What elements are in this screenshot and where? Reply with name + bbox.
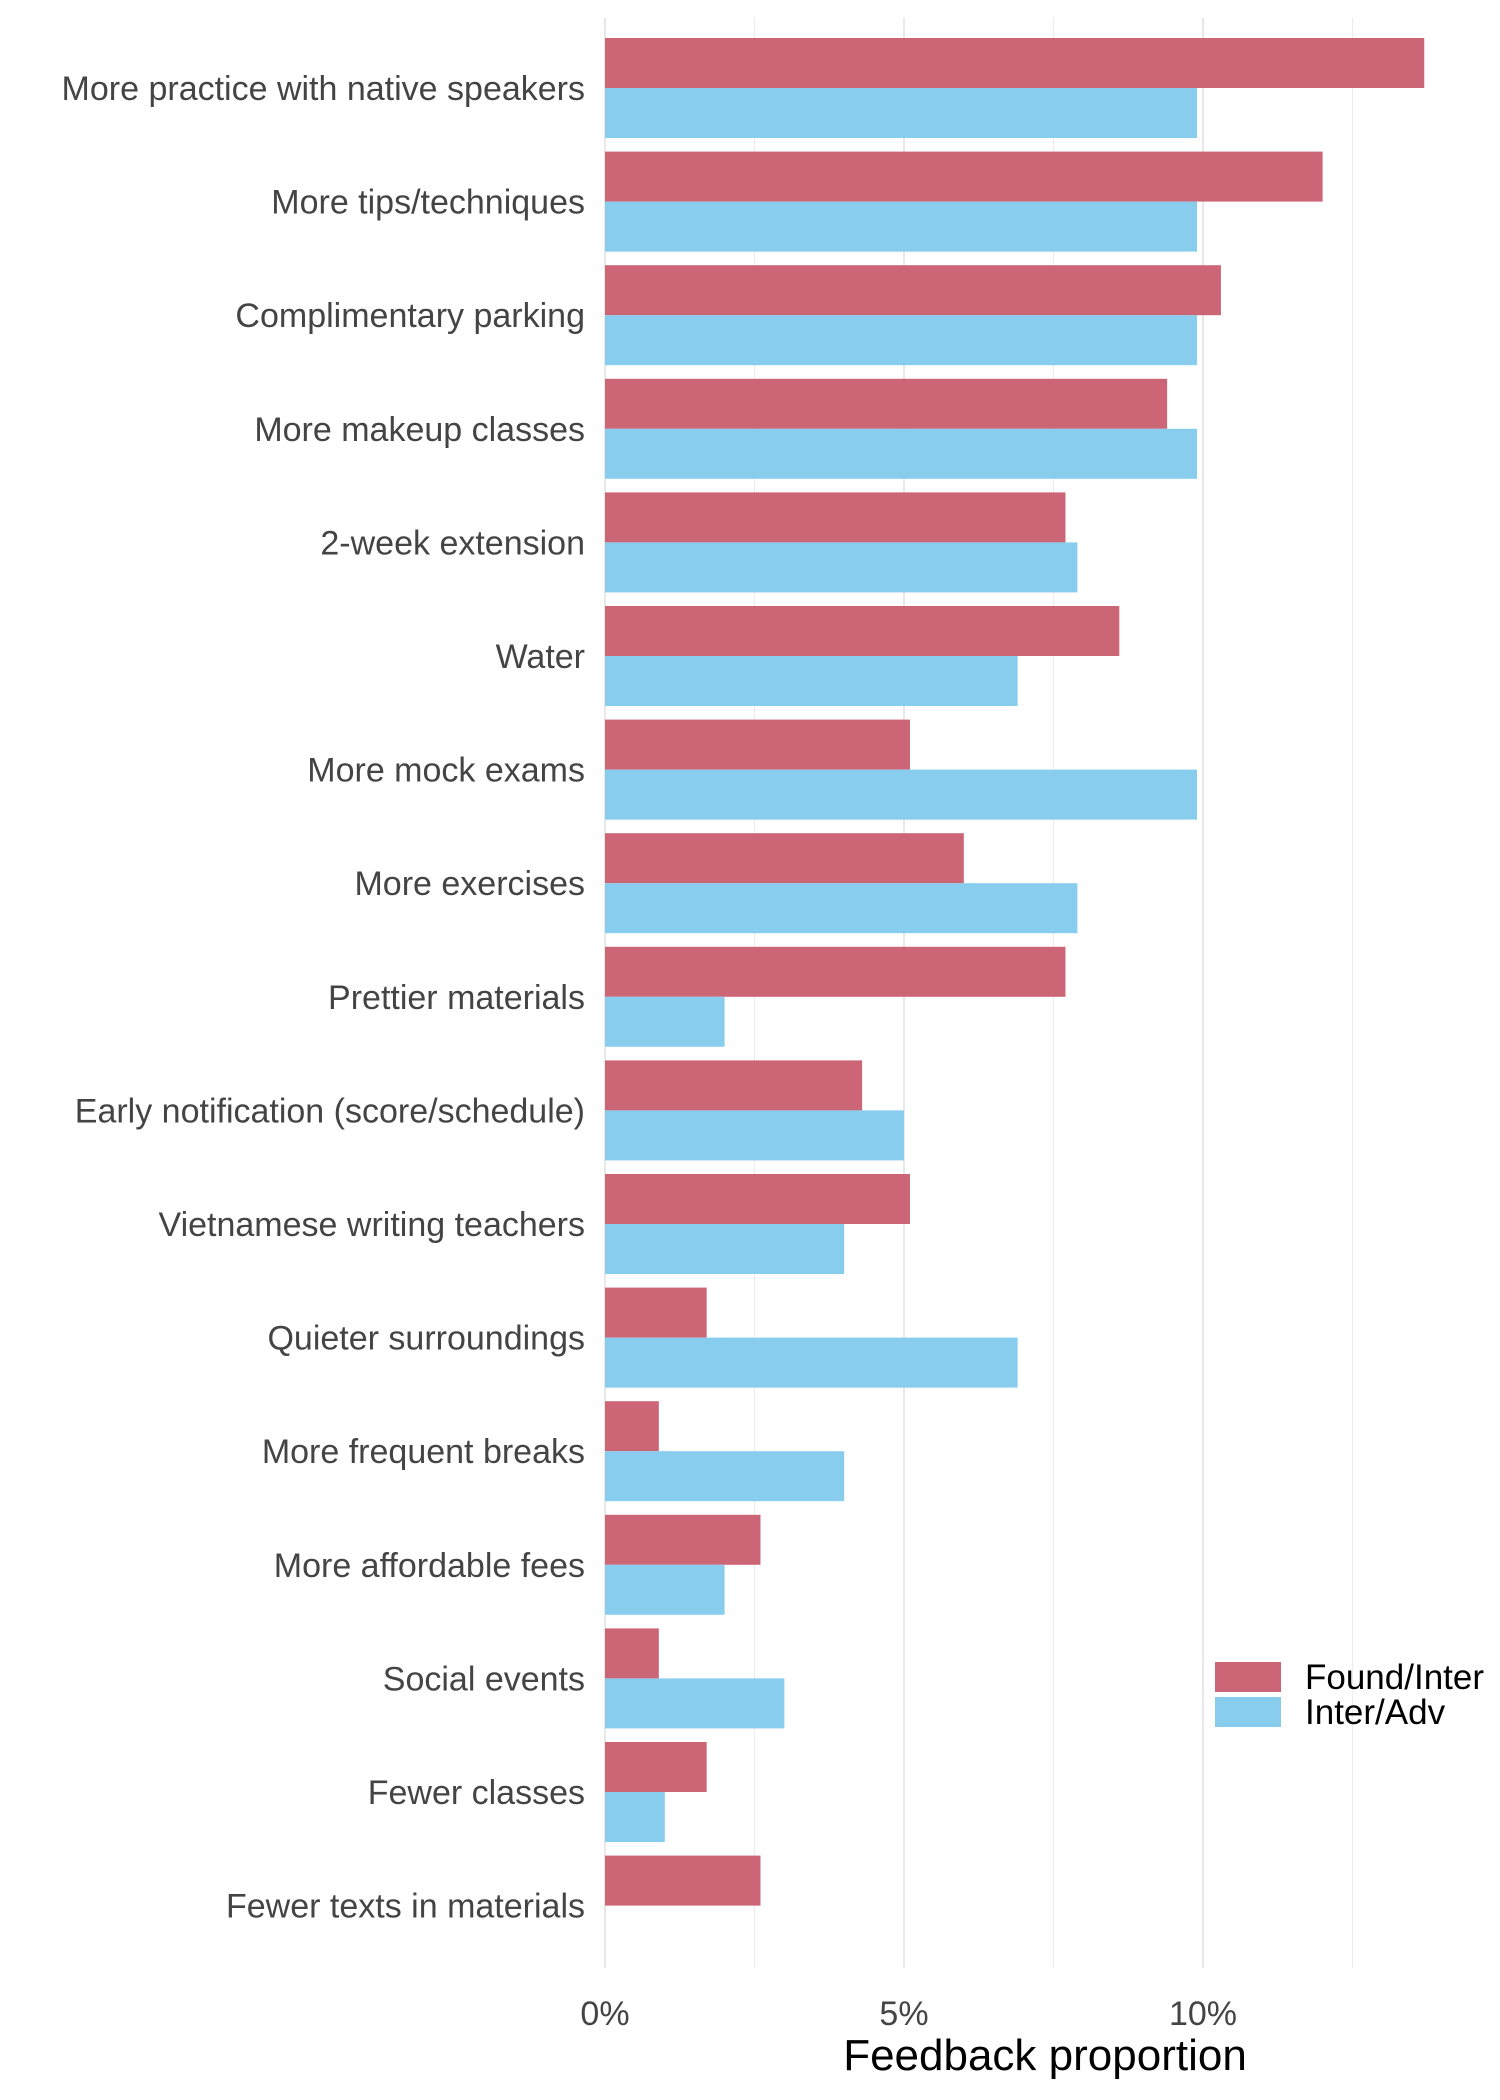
bar-found-inter — [605, 1174, 910, 1224]
bar-inter-adv — [605, 315, 1198, 366]
bar-found-inter — [605, 1514, 761, 1565]
x-tick-label: 0% — [580, 1995, 629, 2033]
x-tick-label: 5% — [879, 1995, 928, 2033]
bar-found-inter — [605, 1060, 863, 1111]
category-label: Quieter surroundings — [267, 1320, 585, 1358]
bar-inter-adv — [605, 1678, 785, 1729]
category-label: More affordable fees — [274, 1547, 585, 1585]
bar-found-inter — [605, 1287, 707, 1338]
category-label: More makeup classes — [254, 411, 585, 449]
bar-found-inter — [605, 151, 1323, 202]
bar-inter-adv — [605, 996, 725, 1047]
bar-inter-adv — [605, 88, 1198, 138]
bar-found-inter — [605, 946, 1066, 997]
bar-found-inter — [605, 378, 1168, 429]
bar-found-inter — [605, 719, 910, 770]
bar-found-inter — [605, 38, 1425, 88]
bar-found-inter — [605, 492, 1066, 543]
legend-swatch — [1215, 1697, 1281, 1727]
bar-found-inter — [605, 833, 964, 884]
x-tick-label: 10% — [1169, 1995, 1237, 2033]
legend-label: Found/Inter — [1305, 1658, 1484, 1697]
category-label: Early notification (score/schedule) — [75, 1092, 585, 1130]
bars — [605, 38, 1425, 1906]
category-label: More exercises — [354, 865, 585, 903]
bar-inter-adv — [605, 883, 1078, 934]
category-label: Fewer texts in materials — [226, 1888, 585, 1926]
category-labels: More practice with native speakers More t… — [62, 70, 585, 1926]
bar-inter-adv — [605, 1110, 904, 1161]
bar-found-inter — [605, 1742, 707, 1792]
category-label: More tips/techniques — [271, 184, 585, 222]
bar-inter-adv — [605, 769, 1198, 820]
bar-inter-adv — [605, 1337, 1018, 1388]
category-label: Water — [496, 638, 585, 676]
category-label: 2-week extension — [320, 524, 585, 562]
legend-swatch — [1215, 1662, 1281, 1692]
category-label: Social events — [383, 1660, 585, 1698]
bar-inter-adv — [605, 656, 1018, 706]
x-tick-labels: 0% 5% 10% — [580, 1995, 1237, 2033]
bar-inter-adv — [605, 1564, 725, 1615]
legend-label: Inter/Adv — [1305, 1693, 1446, 1732]
bar-inter-adv — [605, 542, 1078, 593]
category-label: Prettier materials — [328, 979, 585, 1017]
bar-inter-adv — [605, 428, 1198, 479]
bar-found-inter — [605, 1401, 659, 1452]
bar-inter-adv — [605, 1224, 845, 1274]
category-label: More mock exams — [307, 752, 585, 790]
bar-found-inter — [605, 265, 1221, 316]
category-label: More frequent breaks — [262, 1433, 585, 1471]
category-label: Fewer classes — [368, 1774, 585, 1812]
bar-found-inter — [605, 1628, 659, 1679]
category-label: Vietnamese writing teachers — [159, 1206, 585, 1244]
bar-inter-adv — [605, 1792, 665, 1842]
bar-found-inter — [605, 606, 1120, 656]
x-axis-title: Feedback proportion — [843, 2031, 1247, 2080]
bar-inter-adv — [605, 201, 1198, 252]
category-label: More practice with native speakers — [62, 70, 585, 108]
bar-found-inter — [605, 1855, 761, 1906]
category-label: Complimentary parking — [235, 297, 585, 335]
bar-inter-adv — [605, 1451, 845, 1502]
